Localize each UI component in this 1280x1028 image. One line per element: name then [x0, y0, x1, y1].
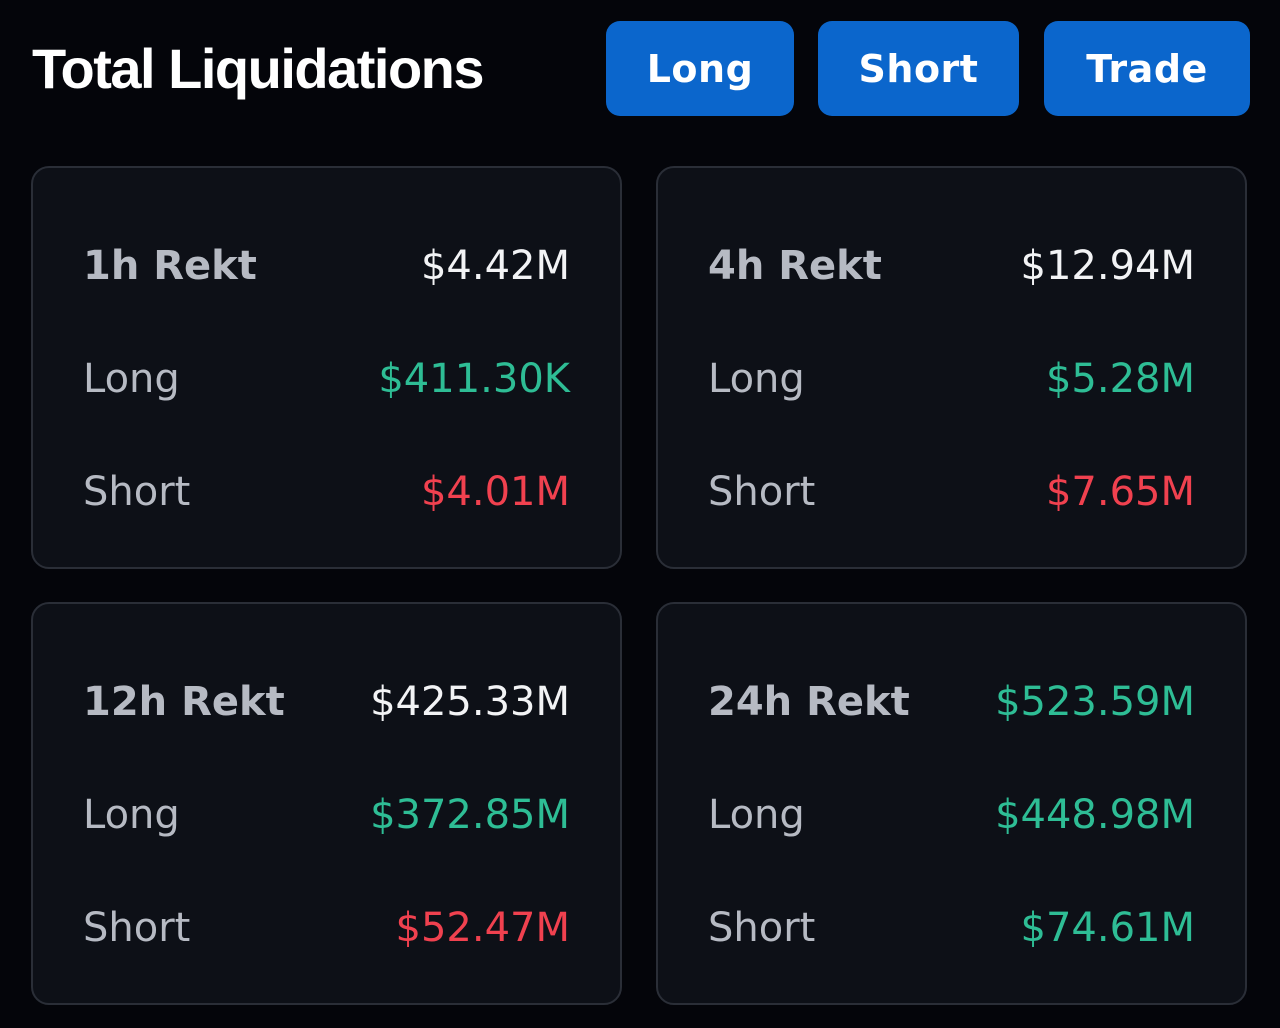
card-total-row: 4h Rekt $12.94M	[708, 238, 1195, 294]
page-title: Total Liquidations	[32, 37, 485, 100]
long-label: Long	[708, 356, 805, 402]
card-long-row: Long $448.98M	[708, 787, 1195, 843]
card-short-row: Short $4.01M	[83, 464, 570, 520]
long-label: Long	[83, 356, 180, 402]
long-value: $372.85M	[370, 792, 570, 838]
liquidation-card-24h: 24h Rekt $523.59M Long $448.98M Short $7…	[656, 602, 1247, 1005]
card-total-row: 12h Rekt $425.33M	[83, 674, 570, 730]
card-long-row: Long $411.30K	[83, 351, 570, 407]
short-label: Short	[83, 469, 191, 515]
liquidation-card-1h: 1h Rekt $4.42M Long $411.30K Short $4.01…	[31, 166, 622, 569]
total-value: $425.33M	[370, 679, 570, 725]
long-button[interactable]: Long	[606, 21, 794, 116]
card-total-row: 1h Rekt $4.42M	[83, 238, 570, 294]
card-long-row: Long $5.28M	[708, 351, 1195, 407]
total-value: $4.42M	[420, 243, 570, 289]
liquidation-card-12h: 12h Rekt $425.33M Long $372.85M Short $5…	[31, 602, 622, 1005]
card-title: 1h Rekt	[83, 243, 257, 289]
liquidation-card-4h: 4h Rekt $12.94M Long $5.28M Short $7.65M	[656, 166, 1247, 569]
long-label: Long	[708, 792, 805, 838]
short-value: $7.65M	[1045, 469, 1195, 515]
short-value: $4.01M	[420, 469, 570, 515]
short-value: $74.61M	[1020, 905, 1195, 951]
long-value: $5.28M	[1045, 356, 1195, 402]
short-label: Short	[708, 905, 816, 951]
total-value: $12.94M	[1020, 243, 1195, 289]
card-short-row: Short $52.47M	[83, 900, 570, 956]
trade-button[interactable]: Trade	[1044, 21, 1250, 116]
short-value: $52.47M	[395, 905, 570, 951]
card-short-row: Short $74.61M	[708, 900, 1195, 956]
long-label: Long	[83, 792, 180, 838]
long-value: $411.30K	[378, 356, 570, 402]
card-short-row: Short $7.65M	[708, 464, 1195, 520]
card-title: 24h Rekt	[708, 679, 910, 725]
card-title: 12h Rekt	[83, 679, 285, 725]
card-title: 4h Rekt	[708, 243, 882, 289]
short-button[interactable]: Short	[818, 21, 1019, 116]
card-total-row: 24h Rekt $523.59M	[708, 674, 1195, 730]
long-value: $448.98M	[995, 792, 1195, 838]
short-label: Short	[83, 905, 191, 951]
total-value: $523.59M	[995, 679, 1195, 725]
short-label: Short	[708, 469, 816, 515]
card-long-row: Long $372.85M	[83, 787, 570, 843]
